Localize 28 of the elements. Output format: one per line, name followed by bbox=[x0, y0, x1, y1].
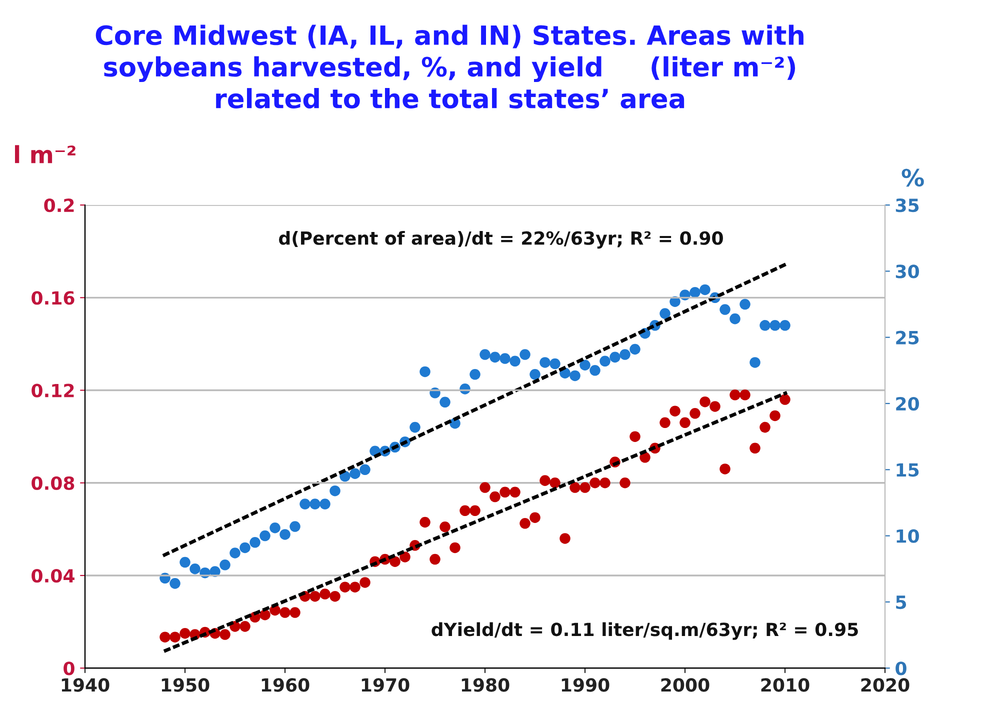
x-tick-label: 1970 bbox=[362, 678, 410, 692]
y-axis-title: l m⁻² bbox=[14, 145, 76, 164]
y2-tick-label: 35 bbox=[896, 198, 919, 212]
y2-tick-label: 20 bbox=[896, 396, 919, 411]
x-tick-label: 2020 bbox=[861, 678, 910, 692]
y2-tick-label: 0 bbox=[896, 662, 906, 676]
y-tick-label: 0.2 bbox=[44, 198, 74, 212]
annotation: d(Percent of area)/dt = 22%/63yr; R² = 0.90 bbox=[279, 230, 723, 249]
y-tick-label: 0.04 bbox=[32, 568, 74, 583]
y2-axis-title: % bbox=[902, 168, 924, 187]
x-tick-label: 2010 bbox=[761, 678, 810, 692]
x-tick-label: 1950 bbox=[162, 678, 210, 692]
y-tick-label: 0.12 bbox=[32, 384, 74, 398]
x-tick-label: 1990 bbox=[562, 678, 610, 692]
y2-tick-label: 5 bbox=[896, 596, 906, 610]
x-tick-label: 2000 bbox=[661, 678, 710, 692]
y2-tick-label: 15 bbox=[896, 463, 919, 477]
y-tick-label: 0.16 bbox=[32, 291, 74, 305]
y2-tick-label: 30 bbox=[896, 264, 919, 278]
y2-tick-label: 25 bbox=[896, 330, 919, 344]
y2-tick-label: 10 bbox=[896, 529, 919, 543]
x-tick-label: 1960 bbox=[262, 678, 310, 692]
x-tick-label: 1980 bbox=[462, 678, 510, 692]
y-tick-label: 0.08 bbox=[32, 476, 74, 490]
y-tick-label: 0 bbox=[64, 662, 74, 676]
annotation: dYield/dt = 0.11 liter/sq.m/63yr; R² = 0.95 bbox=[432, 622, 858, 640]
x-tick-label: 1940 bbox=[62, 678, 110, 692]
chart-title: Core Midwest (IA, IL, and IN) States. Areas with soybeans harvested, %, and yield (liter m⁻²) related to the total states’ area bbox=[96, 24, 804, 108]
